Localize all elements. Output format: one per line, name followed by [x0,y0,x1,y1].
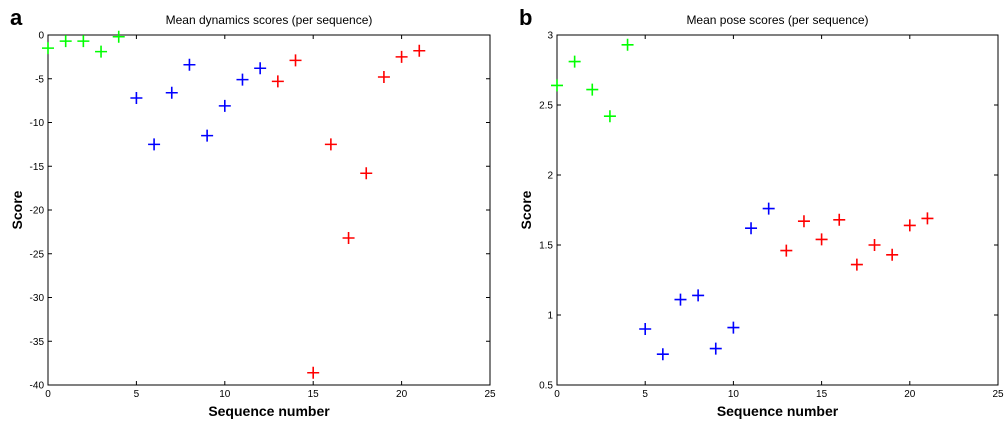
y-tick-label: -25 [30,249,45,260]
point [201,129,214,142]
x-axis-label: Sequence number [208,403,330,419]
point [377,71,390,83]
point [674,293,687,306]
point [903,219,916,232]
plot-area [556,34,999,386]
y-tick-label: -5 [35,74,44,85]
point [218,99,231,112]
x-tick-label: 10 [728,389,740,400]
point [921,212,934,225]
point [797,215,810,228]
point [745,222,758,235]
panel-label: b [519,5,532,30]
point [868,239,881,251]
point [360,167,373,180]
x-tick-label: 0 [554,389,560,400]
x-tick-label: 25 [992,389,1004,400]
y-tick-label: 1.5 [539,241,553,252]
point [254,62,267,75]
panel-label: a [10,5,23,30]
point [762,202,775,215]
x-tick-label: 25 [484,389,496,400]
x-tick-label: 5 [134,389,140,400]
point [833,213,846,226]
y-tick-label: 2 [547,171,553,182]
chart-title: Mean dynamics scores (per sequence) [166,13,373,27]
point [130,92,143,104]
point [709,342,722,355]
y-tick-label: -20 [30,206,45,217]
y-tick-label: -35 [30,337,45,348]
point [886,248,899,261]
point [621,38,634,51]
x-tick-label: 20 [904,389,916,400]
y-axis-label: Score [9,190,25,229]
point [77,35,90,48]
point [148,138,161,151]
y-tick-label: 0.5 [539,381,553,392]
x-tick-label: 0 [45,389,51,400]
point [692,289,705,302]
y-tick-label: -30 [30,293,45,304]
point [850,258,863,271]
point [165,86,178,99]
point [727,321,740,334]
y-tick-label: -40 [30,381,45,392]
point [289,54,302,67]
y-axis-label: Score [518,190,534,229]
point [307,366,320,379]
point [780,244,793,257]
y-tick-label: 1 [547,311,553,322]
point [551,79,563,92]
point [413,44,426,57]
point [59,35,72,48]
plot-area [47,34,491,386]
y-tick-label: -10 [30,118,45,129]
x-tick-label: 5 [642,389,648,400]
point [603,110,616,123]
y-tick-label: -15 [30,162,45,173]
point [324,138,337,151]
point [271,75,284,88]
point [112,30,125,43]
point [183,58,196,71]
point [95,45,108,58]
point [236,73,249,86]
point [42,42,54,55]
point [639,323,652,335]
x-tick-label: 15 [308,389,320,400]
x-tick-label: 10 [219,389,231,400]
point [568,55,581,68]
y-tick-label: 2.5 [539,101,553,112]
point [395,50,408,63]
x-tick-label: 15 [816,389,828,400]
x-tick-label: 20 [396,389,408,400]
point [586,83,599,96]
chart-title: Mean pose scores (per sequence) [686,13,868,27]
y-tick-label: 0 [38,31,44,42]
point [342,232,355,244]
point [815,233,828,246]
x-axis-label: Sequence number [717,403,839,419]
y-tick-label: 3 [547,31,553,42]
point [656,348,669,361]
